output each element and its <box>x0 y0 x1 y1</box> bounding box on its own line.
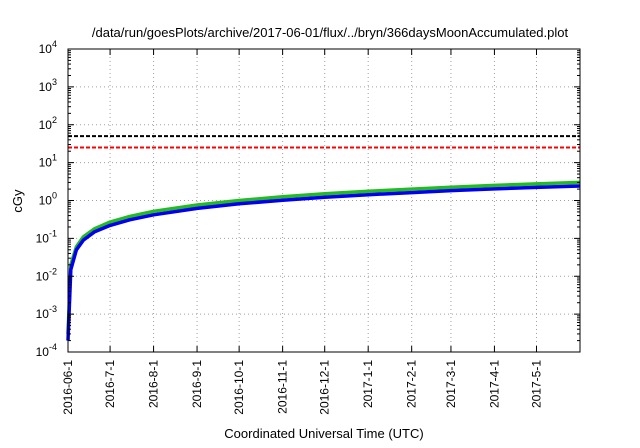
y-tick-label-base: 10 <box>39 80 53 94</box>
y-tick-label-exponent: 4 <box>52 39 57 49</box>
y-tick-label-base: 10 <box>36 231 50 245</box>
y-tick-label: 10-4 <box>36 342 57 359</box>
y-axis-title: cGy <box>10 189 25 213</box>
y-tick-label: 100 <box>39 191 57 208</box>
y-tick-label: 102 <box>39 115 57 132</box>
x-tick-label: 2016-06-1 <box>61 360 75 415</box>
y-tick-label-exponent: -3 <box>49 304 57 314</box>
x-tick-label: 2016-10-1 <box>232 360 246 415</box>
x-tick-label: 2016-11-1 <box>276 360 290 414</box>
y-tick-label-exponent: 1 <box>52 153 57 163</box>
y-tick-label-exponent: -1 <box>49 228 57 238</box>
y-tick-label: 104 <box>39 39 57 56</box>
chart-title: /data/run/goesPlots/archive/2017-06-01/f… <box>92 25 569 40</box>
y-tick-label: 10-2 <box>36 266 57 283</box>
x-tick-label: 2016-7-1 <box>103 360 117 408</box>
x-axis-title: Coordinated Universal Time (UTC) <box>224 426 423 441</box>
y-tick-label-base: 10 <box>36 269 50 283</box>
grid <box>68 49 580 352</box>
y-tick-label-base: 10 <box>39 42 53 56</box>
y-tick-label-exponent: -2 <box>49 266 57 276</box>
series-line <box>66 180 581 334</box>
y-tick-label-exponent: 3 <box>52 77 57 87</box>
x-tick-label: 2017-2-1 <box>405 360 419 408</box>
y-tick-label-base: 10 <box>39 118 53 132</box>
y-tick-label: 101 <box>39 153 57 170</box>
y-tick-label-base: 10 <box>39 194 53 208</box>
threshold-lines <box>68 135 580 149</box>
y-tick-label-base: 10 <box>39 156 53 170</box>
x-tick-label: 2017-3-1 <box>444 360 458 408</box>
x-tick-label: 2017-5-1 <box>530 360 544 408</box>
y-tick-label-exponent: 2 <box>52 115 57 125</box>
series-line <box>66 184 581 341</box>
y-tick-label: 10-3 <box>36 304 57 321</box>
y-tick-label: 103 <box>39 77 57 94</box>
y-tick-label: 10-1 <box>36 228 57 245</box>
x-tick-label: 2017-1-1 <box>361 360 375 408</box>
y-tick-label-base: 10 <box>36 345 50 359</box>
x-tick-label: 2016-8-1 <box>147 360 161 408</box>
x-tick-label: 2016-9-1 <box>190 360 204 408</box>
x-tick-label: 2016-12-1 <box>318 360 332 415</box>
y-tick-label-exponent: -4 <box>49 342 57 352</box>
x-tick-label: 2017-4-1 <box>487 360 501 408</box>
y-tick-label-base: 10 <box>36 307 50 321</box>
series-lines <box>66 180 581 341</box>
y-tick-label-exponent: 0 <box>52 191 57 201</box>
x-axis: 2016-06-1 2016-7-1 2016-8-1 2016-9-1 2016-10… <box>61 49 544 415</box>
